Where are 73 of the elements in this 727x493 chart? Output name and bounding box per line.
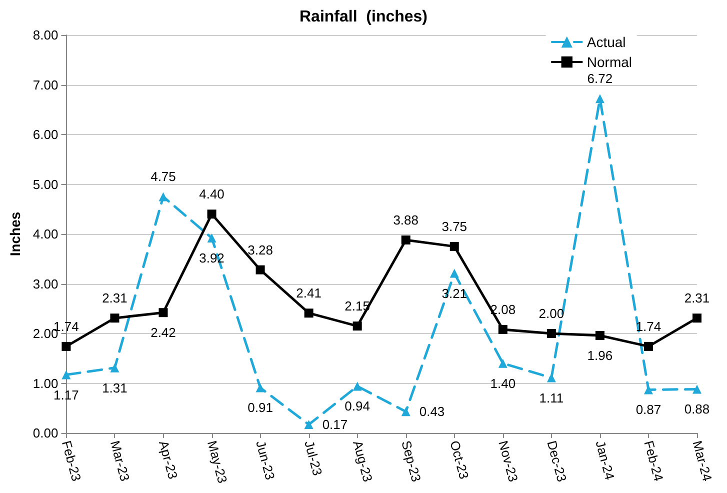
point [595, 94, 604, 104]
point [546, 329, 556, 338]
point [158, 308, 168, 318]
data-label: 1.31 [102, 380, 128, 396]
data-label: 0.17 [322, 417, 348, 432]
point [207, 233, 216, 242]
point [352, 322, 362, 331]
data-label: 2.31 [102, 290, 128, 306]
x-tick-label: Nov-23 [496, 439, 522, 484]
point [110, 314, 120, 323]
y-tick-label: 7.00 [32, 77, 58, 92]
point [692, 384, 702, 394]
data-label: 0.91 [248, 400, 273, 416]
data-label: 0.43 [419, 404, 445, 420]
y-tick-label: 8.00 [32, 28, 58, 42]
data-label: 6.72 [587, 71, 613, 86]
point [62, 370, 71, 380]
point [450, 242, 459, 251]
data-label: 3.88 [393, 212, 419, 228]
data-label: 2.42 [150, 325, 176, 340]
data-label: 0.88 [684, 402, 710, 417]
x-tick-label: Apr-23 [156, 439, 181, 481]
data-label: 3.75 [442, 218, 468, 234]
x-tick-label: Oct-23 [447, 439, 472, 481]
data-label: 4.75 [150, 169, 176, 184]
point [546, 373, 556, 382]
x-tick-label: Feb-24 [641, 439, 666, 483]
x-tick-label: Jul-23 [302, 439, 326, 478]
data-label: 2.00 [538, 306, 564, 321]
point [62, 342, 71, 351]
point [644, 342, 653, 351]
x-tick-label: Mar-23 [107, 439, 133, 483]
data-label: 1.96 [587, 348, 613, 363]
point [110, 363, 120, 372]
point [498, 325, 508, 334]
y-tick-label: 6.00 [32, 127, 58, 142]
x-tick-label: Dec-23 [544, 439, 570, 484]
point [595, 330, 604, 340]
point [450, 268, 459, 278]
data-label: 3.28 [248, 242, 273, 258]
data-label: 2.41 [296, 286, 322, 301]
data-label: 2.31 [684, 290, 710, 306]
point [304, 308, 314, 318]
y-tick-label: 5.00 [32, 176, 58, 192]
point [304, 420, 314, 430]
point [401, 235, 410, 244]
x-tick-label: Aug-23 [350, 439, 376, 484]
point [401, 407, 410, 416]
y-axis-title: Inches [7, 212, 23, 256]
legend-label: Actual [586, 34, 626, 50]
data-label: 4.40 [199, 186, 224, 202]
data-label: 1.40 [490, 376, 516, 391]
point [498, 358, 508, 368]
point [207, 210, 216, 219]
point [256, 383, 265, 392]
y-tick-label: 4.00 [32, 226, 58, 242]
y-tick-label: 3.00 [32, 276, 58, 292]
x-tick-label: Sep-23 [398, 439, 424, 484]
x-tick-label: Mar-24 [690, 439, 715, 483]
data-label: 1.11 [539, 390, 564, 406]
x-tick-label: May-23 [204, 439, 230, 485]
point [692, 314, 702, 323]
x-tick-label: Jan-24 [592, 439, 618, 482]
x-tick-label: Feb-23 [58, 439, 84, 483]
y-tick-label: 0.00 [32, 426, 58, 440]
legend-label: Normal [586, 54, 632, 70]
point [158, 192, 168, 202]
data-label: 0.94 [344, 398, 370, 414]
x-tick-label: Jun-23 [253, 439, 278, 482]
chart-title: Rainfall (inches) [299, 8, 428, 26]
point [352, 382, 362, 391]
data-label: 0.87 [636, 402, 662, 418]
point [256, 265, 265, 274]
